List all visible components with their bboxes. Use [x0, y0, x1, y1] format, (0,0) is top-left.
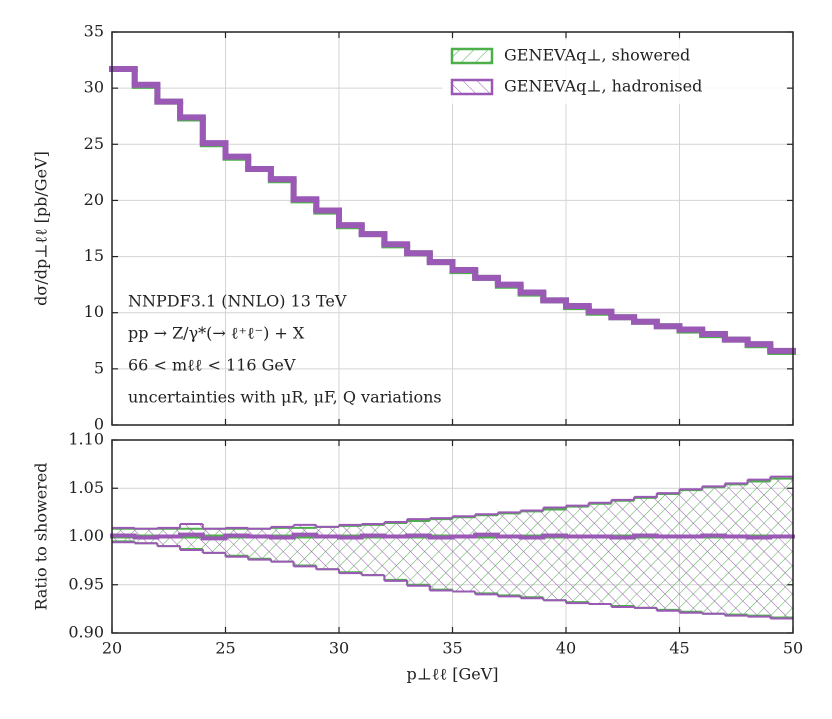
y-tick-label: 1.05: [68, 478, 104, 497]
legend-swatch: [450, 78, 494, 96]
uncertainty-band: [497, 512, 521, 597]
y-axis-label: dσ/dp⊥ℓℓ [pb/GeV]: [32, 151, 51, 306]
uncertainty-band: [293, 524, 317, 567]
uncertainty-band: [339, 524, 362, 574]
y-tick-label: 20: [84, 190, 104, 209]
uncertainty-band: [724, 483, 748, 616]
uncertainty-band: [429, 518, 453, 591]
y-tick-label: 0.90: [68, 623, 104, 642]
plot-frame: [111, 439, 794, 634]
x-tick-label: 20: [102, 639, 122, 658]
uncertainty-band: [270, 526, 294, 562]
y-tick-label: 15: [84, 246, 104, 265]
x-axis-label: p⊥ℓℓ [GeV]: [407, 665, 499, 684]
uncertainty-band: [180, 523, 203, 551]
uncertainty-band: [588, 502, 612, 605]
y-axis-label: Ratio to showered: [32, 462, 51, 610]
y-tick-label: 0.95: [68, 574, 104, 593]
x-tick-label: 40: [556, 639, 576, 658]
uncertainty-band: [475, 514, 498, 595]
uncertainty-band: [520, 510, 544, 599]
y-tick-label: 0: [94, 415, 104, 434]
x-tick-label: 30: [329, 639, 349, 658]
x-tick-label: 50: [783, 639, 803, 658]
uncertainty-band: [747, 479, 771, 617]
legend-swatch: [450, 47, 494, 65]
uncertainty-band: [634, 496, 657, 608]
uncertainty-band: [407, 519, 430, 586]
uncertainty-band: [543, 507, 566, 601]
uncertainty-band: [452, 516, 476, 592]
uncertainty-band: [384, 522, 408, 581]
uncertainty-band: [316, 526, 339, 570]
annotation: uncertainties with μR, μF, Q variations: [128, 388, 442, 407]
x-tick-label: 25: [215, 639, 235, 658]
x-tick-label: 35: [442, 639, 462, 658]
annotation: pp → Z/γ*(→ ℓ⁺ℓ⁻) + X: [128, 324, 305, 343]
uncertainty-band: [202, 528, 226, 553]
y-tick-label: 1.10: [68, 430, 104, 449]
x-tick-label: 45: [669, 639, 689, 658]
legend-label: GENEVAq⊥, showered: [504, 46, 690, 65]
y-tick-label: 35: [84, 22, 104, 41]
uncertainty-band: [361, 523, 385, 576]
uncertainty-band: [248, 528, 271, 560]
uncertainty-band: [656, 493, 680, 611]
y-tick-label: 25: [84, 134, 104, 153]
y-tick-label: 30: [84, 78, 104, 97]
uncertainty-band: [702, 486, 725, 614]
uncertainty-band: [611, 499, 635, 607]
uncertainty-band: [566, 505, 589, 604]
y-tick-label: 1.00: [68, 526, 104, 545]
legend-box: [442, 40, 787, 104]
y-tick-label: 10: [84, 302, 104, 321]
y-tick-label: 5: [94, 358, 104, 377]
uncertainty-band: [679, 489, 703, 613]
uncertainty-band: [225, 527, 249, 557]
plot-frame: [111, 31, 794, 426]
legend-label: GENEVAq⊥, hadronised: [504, 77, 702, 96]
annotation: NNPDF3.1 (NNLO) 13 TeV: [128, 292, 347, 311]
uncertainty-band: [770, 476, 793, 619]
annotation: 66 < mℓℓ < 116 GeV: [128, 356, 296, 375]
